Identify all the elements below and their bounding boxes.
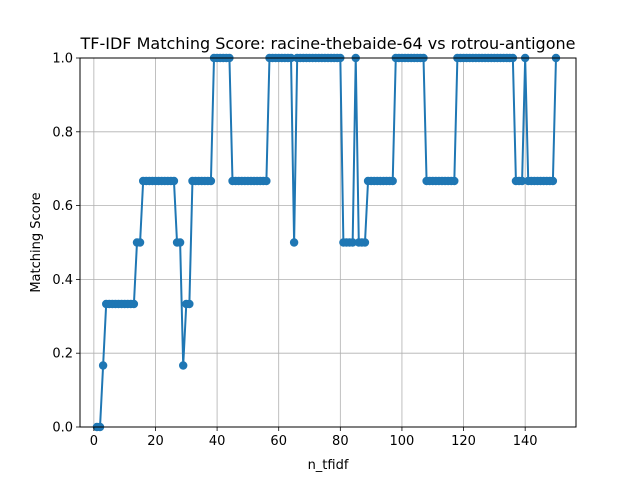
y-tick-label: 1.0: [52, 52, 73, 67]
data-point: [450, 176, 459, 186]
y-tick-label: 0.4: [52, 273, 73, 288]
data-point: [360, 238, 370, 247]
y-tick-label: 0.8: [52, 125, 73, 140]
data-point: [548, 176, 558, 186]
plot-area-frame: [79, 57, 577, 428]
data-point: [169, 176, 179, 186]
x-tick-label: 0: [90, 434, 98, 449]
chart-title: TF-IDF Matching Score: racine-thebaide-6…: [80, 34, 576, 53]
y-axis-ticks: 0.0 0.2 0.4 0.6 0.8 1.0: [52, 52, 80, 436]
y-axis-label: Matching Score: [29, 192, 44, 292]
data-point: [129, 299, 139, 309]
y-tick-label: 0.6: [52, 199, 73, 214]
data-point: [517, 176, 527, 186]
data-point: [262, 176, 271, 186]
x-tick-label: 20: [147, 434, 164, 449]
data-point: [388, 176, 397, 186]
data-point: [179, 361, 188, 370]
data-point: [135, 238, 145, 247]
data-point: [348, 238, 357, 247]
y-tick-label: 0.0: [52, 421, 73, 436]
data-point: [98, 361, 108, 370]
x-axis-label: n_tfidf: [308, 458, 349, 473]
data-point: [185, 299, 194, 309]
data-point: [175, 238, 185, 247]
x-axis-ticks: 0 20 40 60 80 100 120 140: [90, 427, 538, 449]
x-tick-label: 140: [513, 434, 538, 449]
data-point: [289, 238, 299, 247]
x-tick-label: 60: [270, 434, 287, 449]
data-series: [92, 53, 561, 432]
y-tick-label: 0.2: [52, 347, 73, 362]
x-tick-label: 120: [451, 434, 476, 449]
data-point: [206, 176, 216, 186]
x-tick-label: 40: [209, 434, 226, 449]
x-tick-label: 100: [390, 434, 415, 449]
x-tick-label: 80: [332, 434, 349, 449]
